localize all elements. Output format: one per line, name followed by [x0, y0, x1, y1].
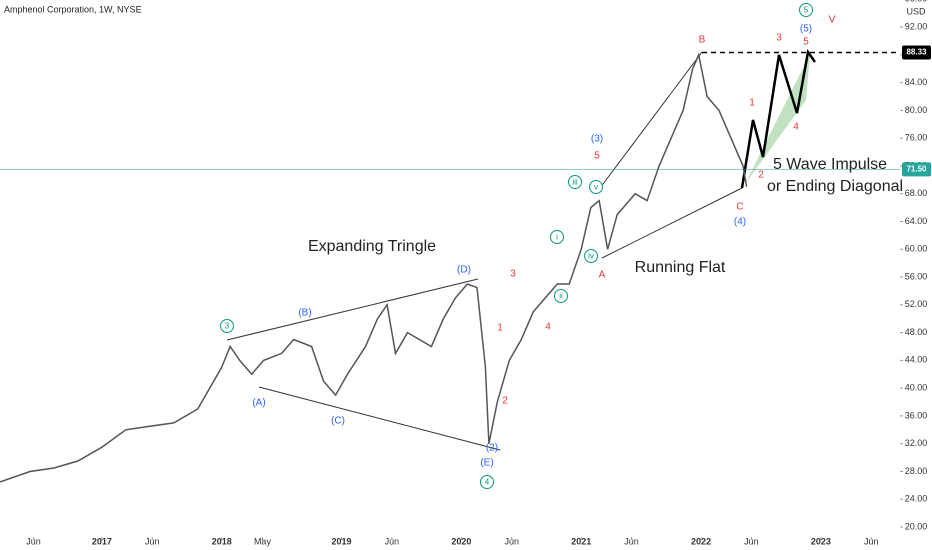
wave-label: 2	[502, 396, 508, 407]
wave-label: ii	[559, 292, 563, 301]
price-badge-label: 88.33	[906, 48, 927, 57]
x-tick-label: Jun	[744, 536, 759, 546]
annotation: or Ending Diagonal	[767, 178, 903, 195]
wave-circle	[589, 180, 603, 194]
price-badge	[902, 45, 931, 60]
y-tick-label: 92.00	[905, 21, 928, 31]
currency-label: USD	[906, 6, 926, 16]
price-line	[0, 52, 748, 483]
wave-label: 5	[594, 151, 600, 162]
wave-label: iv	[588, 252, 594, 261]
wave-label: 3	[510, 269, 516, 280]
trend-line	[258, 386, 501, 451]
wave-label: i	[556, 233, 558, 242]
wave-label: (5)	[800, 24, 812, 35]
wave-label: 4	[793, 122, 799, 133]
trend-line	[226, 278, 479, 341]
trend-line	[601, 187, 743, 259]
y-tick-label: 20.00	[905, 521, 928, 531]
y-tick-label: 32.00	[905, 438, 928, 448]
wave-label: 1	[497, 323, 503, 334]
wave-label: (2)	[486, 443, 498, 454]
price-axis	[900, 0, 932, 550]
wave-label: (E)	[480, 458, 493, 469]
projection-path	[740, 48, 817, 189]
wave-circle	[568, 175, 582, 189]
wave-label: 5	[803, 37, 809, 48]
y-tick-label: 36.00	[905, 410, 928, 420]
x-tick-label: Jun	[864, 536, 879, 546]
y-tick-label: 40.00	[905, 383, 928, 393]
x-tick-label: 2021	[571, 536, 591, 546]
wave-circle	[584, 249, 598, 263]
wave-label: 3	[225, 322, 230, 331]
wave-label: B	[699, 35, 706, 46]
annotation: Running Flat	[635, 259, 726, 276]
wave-label: V	[829, 15, 836, 26]
y-tick-label: 52.00	[905, 299, 928, 309]
wave-label: A	[599, 270, 606, 281]
wave-circle	[554, 289, 568, 303]
x-tick-label: Jun	[624, 536, 639, 546]
x-tick-label: Jun	[26, 536, 41, 546]
wave-label: (C)	[331, 416, 345, 427]
wave-circle	[480, 475, 494, 489]
wave-label: 5	[804, 6, 809, 15]
x-tick-label: Jun	[504, 536, 519, 546]
annotation: Expanding Tringle	[308, 238, 436, 255]
y-tick-label: 24.00	[905, 494, 928, 504]
x-tick-label: Jun	[385, 536, 400, 546]
wave-label: (3)	[591, 134, 603, 145]
wave-label: (4)	[734, 217, 746, 228]
x-tick-label: 2017	[92, 536, 112, 546]
wave-label: (D)	[457, 265, 471, 276]
wave-label: iii	[572, 178, 578, 187]
drawings	[226, 48, 817, 451]
y-tick-label: 84.00	[905, 77, 928, 87]
chart-title: Amphenol Corporation, 1W, NYSE	[4, 4, 142, 14]
x-tick-label: 2018	[212, 536, 232, 546]
wave-circle	[799, 3, 813, 17]
wave-circle	[220, 319, 234, 333]
y-tick-label: 56.00	[905, 271, 928, 281]
wave-label: 1	[749, 98, 755, 109]
x-tick-label: Jun	[145, 536, 160, 546]
y-tick-label: 76.00	[905, 133, 928, 143]
wave-label: 2	[758, 170, 764, 181]
y-tick-label: 80.00	[905, 105, 928, 115]
y-tick-label: 68.00	[905, 188, 928, 198]
x-tick-label: 2022	[691, 536, 711, 546]
wave-label: (B)	[298, 308, 311, 319]
wave-label: 4	[485, 478, 490, 487]
x-tick-label: 2020	[451, 536, 471, 546]
wave-label: (A)	[252, 398, 265, 409]
x-tick-label: May	[254, 536, 272, 546]
x-tick-label: 2023	[811, 536, 831, 546]
wave-circle	[550, 230, 564, 244]
y-tick-label: 48.00	[905, 327, 928, 337]
wave-label: v	[594, 183, 598, 192]
wave-label: 3	[776, 33, 782, 44]
y-tick-label: 44.00	[905, 355, 928, 365]
wave-label: C	[736, 202, 743, 213]
annotation: 5 Wave Impulse	[773, 156, 887, 173]
y-tick-label: 96.00	[905, 0, 928, 4]
wave-label: 4	[545, 322, 551, 333]
y-tick-label: 64.00	[905, 216, 928, 226]
price-badge	[902, 162, 931, 177]
price-badge-label: 71.50	[906, 165, 927, 174]
y-tick-label: 60.00	[905, 244, 928, 254]
trend-line	[599, 51, 703, 189]
x-tick-label: 2019	[332, 536, 352, 546]
y-tick-label: 28.00	[905, 466, 928, 476]
